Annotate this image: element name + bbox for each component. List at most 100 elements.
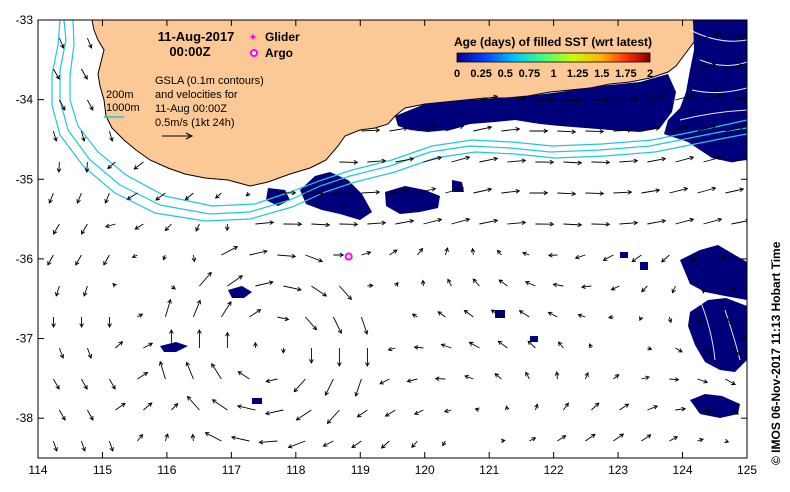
velocity-arrow bbox=[295, 409, 312, 421]
velocity-arrow bbox=[619, 96, 639, 102]
velocity-arrow bbox=[411, 440, 418, 449]
velocity-arrow bbox=[333, 191, 353, 196]
velocity-arrow bbox=[442, 440, 447, 447]
velocity-arrow bbox=[221, 246, 239, 256]
velocity-arrow bbox=[445, 186, 465, 194]
velocity-arrow bbox=[311, 222, 331, 228]
velocity-arrow bbox=[249, 309, 262, 318]
velocity-arrow bbox=[137, 313, 144, 318]
velocity-arrow bbox=[547, 252, 558, 258]
x-tick-label: 114 bbox=[28, 463, 47, 477]
velocity-arrow bbox=[535, 159, 555, 165]
velocity-arrow bbox=[725, 378, 736, 385]
velocity-arrow bbox=[474, 407, 480, 413]
velocity-arrow bbox=[563, 160, 583, 166]
x-tick-label: 118 bbox=[286, 463, 305, 477]
velocity-arrow bbox=[394, 281, 399, 287]
velocity-arrow bbox=[522, 251, 530, 256]
gsla-line-3: 11-Aug 00:00Z bbox=[155, 103, 227, 115]
velocity-arrow bbox=[413, 409, 424, 415]
velocity-arrow bbox=[58, 37, 65, 49]
velocity-arrow bbox=[675, 155, 695, 163]
velocity-arrow bbox=[87, 409, 94, 421]
velocity-arrow bbox=[725, 63, 745, 70]
velocity-arrow bbox=[671, 285, 676, 294]
velocity-arrow bbox=[58, 347, 65, 359]
velocity-arrow bbox=[109, 378, 116, 390]
velocity-arrow bbox=[647, 94, 667, 101]
velocity-arrow bbox=[451, 217, 471, 225]
velocity-arrow bbox=[641, 434, 652, 442]
velocity-arrow bbox=[507, 220, 527, 225]
velocity-arrow bbox=[107, 316, 112, 328]
velocity-arrow bbox=[563, 222, 583, 228]
y-tick-label: -38 bbox=[16, 411, 34, 425]
velocity-arrow bbox=[406, 378, 418, 383]
velocity-arrow bbox=[245, 191, 251, 197]
velocity-arrow bbox=[305, 191, 325, 197]
velocity-arrow bbox=[339, 285, 353, 301]
velocity-arrow bbox=[445, 124, 465, 132]
velocity-arrow bbox=[451, 155, 471, 163]
velocity-arrow bbox=[464, 374, 474, 380]
velocity-arrow bbox=[52, 130, 58, 142]
velocity-arrow bbox=[563, 98, 583, 104]
velocity-arrow bbox=[507, 158, 527, 163]
velocity-arrow bbox=[669, 124, 689, 132]
velocity-arrow bbox=[613, 433, 625, 442]
velocity-arrow bbox=[305, 254, 324, 263]
velocity-arrow bbox=[337, 348, 342, 367]
isobath-200m-label: 200m bbox=[106, 89, 134, 101]
velocity-arrow bbox=[413, 345, 424, 350]
velocity-arrow bbox=[420, 279, 426, 287]
velocity-arrow bbox=[80, 440, 86, 452]
velocity-arrow bbox=[675, 347, 683, 353]
velocity-arrow bbox=[498, 279, 508, 287]
velocity-arrow bbox=[365, 348, 370, 367]
velocity-arrow bbox=[641, 126, 661, 132]
velocity-arrow bbox=[443, 408, 452, 414]
argo-float-marker[interactable] bbox=[344, 252, 353, 261]
velocity-arrow bbox=[211, 362, 222, 380]
velocity-scale-arrow bbox=[162, 132, 194, 140]
velocity-arrow bbox=[697, 62, 717, 70]
argo-legend-icon bbox=[250, 49, 258, 57]
velocity-arrow bbox=[507, 96, 527, 101]
velocity-arrow bbox=[591, 160, 611, 165]
velocity-arrow bbox=[59, 409, 66, 421]
velocity-arrow bbox=[277, 253, 297, 259]
velocity-arrow bbox=[361, 250, 372, 256]
velocity-arrow bbox=[675, 217, 695, 225]
velocity-arrow bbox=[190, 433, 196, 442]
x-tick-label: 120 bbox=[415, 463, 435, 477]
velocity-arrow bbox=[197, 329, 202, 348]
velocity-arrow bbox=[639, 316, 644, 322]
velocity-arrow bbox=[552, 282, 564, 288]
velocity-arrow bbox=[490, 309, 502, 318]
velocity-arrow bbox=[86, 37, 93, 49]
x-tick-label: 123 bbox=[608, 463, 628, 477]
velocity-arrow bbox=[115, 402, 126, 411]
isobath-1000m-label: 1000m bbox=[106, 102, 140, 114]
velocity-arrow bbox=[104, 192, 110, 204]
velocity-arrow bbox=[108, 440, 114, 452]
velocity-arrow bbox=[479, 94, 499, 101]
velocity-arrow bbox=[81, 378, 88, 390]
velocity-arrow bbox=[104, 223, 116, 229]
velocity-arrow bbox=[554, 371, 560, 380]
velocity-arrow bbox=[703, 31, 723, 39]
velocity-arrows bbox=[47, 31, 747, 452]
velocity-arrow bbox=[701, 285, 706, 294]
velocity-arrow bbox=[51, 316, 56, 328]
velocity-arrow bbox=[283, 285, 302, 292]
velocity-arrow bbox=[395, 156, 415, 163]
velocity-arrow bbox=[199, 271, 212, 287]
velocity-arrow bbox=[647, 218, 667, 225]
velocity-arrow bbox=[333, 252, 345, 258]
x-tick-label: 125 bbox=[737, 463, 757, 477]
colorbar bbox=[456, 52, 651, 63]
velocity-arrow bbox=[137, 433, 144, 442]
velocity-arrow bbox=[126, 192, 138, 200]
velocity-arrow bbox=[667, 316, 673, 324]
